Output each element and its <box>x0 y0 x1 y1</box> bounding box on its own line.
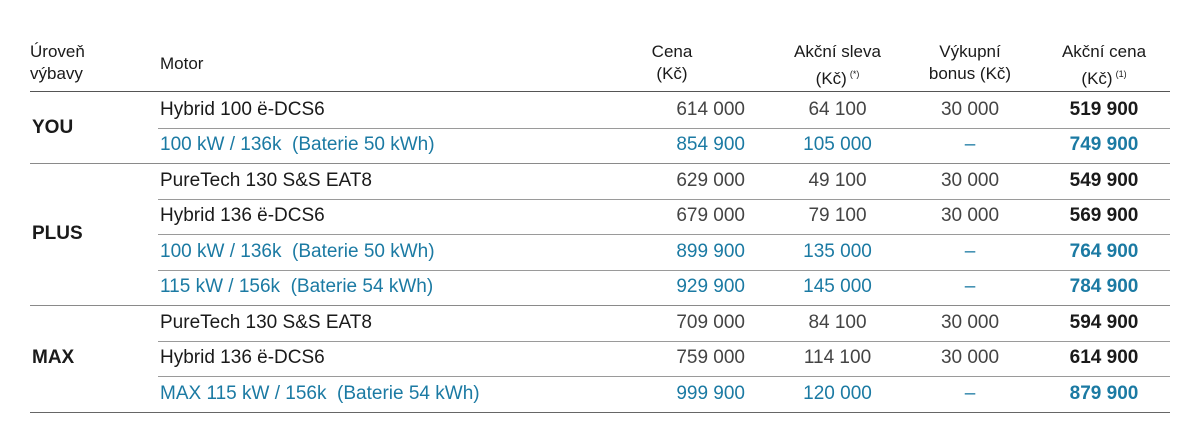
cell: 30 000 <box>940 311 1000 333</box>
row-rule <box>158 234 1170 235</box>
footnote-mark: (1) <box>1115 69 1127 79</box>
header-line: Cena <box>651 42 693 61</box>
cell: 115 kW / 156k (Baterie 54 kWh) <box>160 276 434 297</box>
cell: 629 000 <box>676 169 745 191</box>
cell: 100 kW / 136k (Baterie 50 kWh) <box>160 134 435 155</box>
header-line: (Kč) (1) <box>1081 69 1127 88</box>
cell: Hybrid 136 ë-DCS6 <box>160 205 325 226</box>
header-cell: Akční cena (Kč) (1) <box>1040 41 1168 90</box>
cell: 764 900 <box>1069 240 1139 262</box>
cell: 784 900 <box>1069 276 1139 297</box>
cell: 999 900 <box>676 382 745 404</box>
cell: 120 000 <box>803 382 872 404</box>
cell: MAX 115 kW / 156k (Baterie 54 kWh) <box>160 382 480 404</box>
cell: 135 000 <box>803 240 872 262</box>
header-line: Motor <box>160 54 204 73</box>
cell: 114 100 <box>803 347 872 368</box>
group-rule <box>30 411 1170 413</box>
level-label: YOU <box>32 116 74 138</box>
cell: – <box>964 276 976 297</box>
header-cell: Výkupní bonus (Kč) <box>905 41 1035 85</box>
level-label: PLUS <box>32 223 83 244</box>
cell: – <box>964 240 976 262</box>
row-rule <box>158 376 1170 377</box>
header-line: výbavy <box>30 64 83 83</box>
header-line: bonus (Kč) <box>928 64 1012 83</box>
cell: 79 100 <box>808 205 867 226</box>
cell: 519 900 <box>1069 98 1139 120</box>
cell: 614 000 <box>676 98 745 120</box>
cell: 30 000 <box>940 169 1000 191</box>
header-cell: Motor <box>160 53 580 75</box>
cell: 100 kW / 136k (Baterie 50 kWh) <box>160 240 435 262</box>
cell: 929 900 <box>676 276 745 297</box>
cell: 879 900 <box>1069 382 1139 404</box>
group-rule <box>30 305 1170 306</box>
cell: Hybrid 100 ë-DCS6 <box>160 98 325 120</box>
cell: 30 000 <box>940 347 1000 368</box>
cell: Hybrid 136 ë-DCS6 <box>160 347 325 368</box>
cell: 49 100 <box>808 169 867 191</box>
cell: 30 000 <box>940 98 1000 120</box>
cell: 899 900 <box>676 240 745 262</box>
header-line: (Kč) <box>656 64 688 83</box>
cell: 594 900 <box>1069 311 1139 333</box>
cell: PureTech 130 S&S EAT8 <box>160 311 372 333</box>
row-rule <box>158 198 1170 200</box>
cell: 569 900 <box>1069 205 1139 226</box>
header-cell: Akční sleva (Kč) (*) <box>770 41 905 90</box>
header-cell: Cena (Kč) <box>617 41 727 85</box>
header-rule <box>30 91 1170 92</box>
header-cell: Úroveň výbavy <box>30 41 150 85</box>
level-label: MAX <box>32 347 75 369</box>
cell: 854 900 <box>676 134 745 155</box>
header-line: Úroveň <box>30 42 85 61</box>
cell: 614 900 <box>1069 347 1139 368</box>
footnote-mark: (*) <box>849 69 860 79</box>
cell: PureTech 130 S&S EAT8 <box>160 169 372 191</box>
header-line: Výkupní <box>939 42 1001 61</box>
header-line: (Kč) (*) <box>815 69 860 88</box>
cell: – <box>964 134 976 155</box>
header-line: Akční sleva <box>794 42 881 61</box>
cell: 709 000 <box>676 311 745 333</box>
cell: 30 000 <box>940 205 1000 226</box>
cell: 105 000 <box>803 134 872 155</box>
row-rule <box>158 127 1170 129</box>
group-rule <box>30 163 1170 164</box>
cell: 84 100 <box>808 311 867 333</box>
cell: 759 000 <box>676 347 745 368</box>
row-rule <box>158 340 1170 342</box>
row-rule <box>158 269 1170 271</box>
cell: 679 000 <box>676 205 745 226</box>
cell: 749 900 <box>1069 134 1139 155</box>
header-line: Akční cena <box>1061 42 1147 61</box>
cell: 549 900 <box>1069 169 1139 191</box>
cell: 145 000 <box>803 276 872 297</box>
cell: 64 100 <box>808 98 867 120</box>
cell: – <box>964 382 976 404</box>
